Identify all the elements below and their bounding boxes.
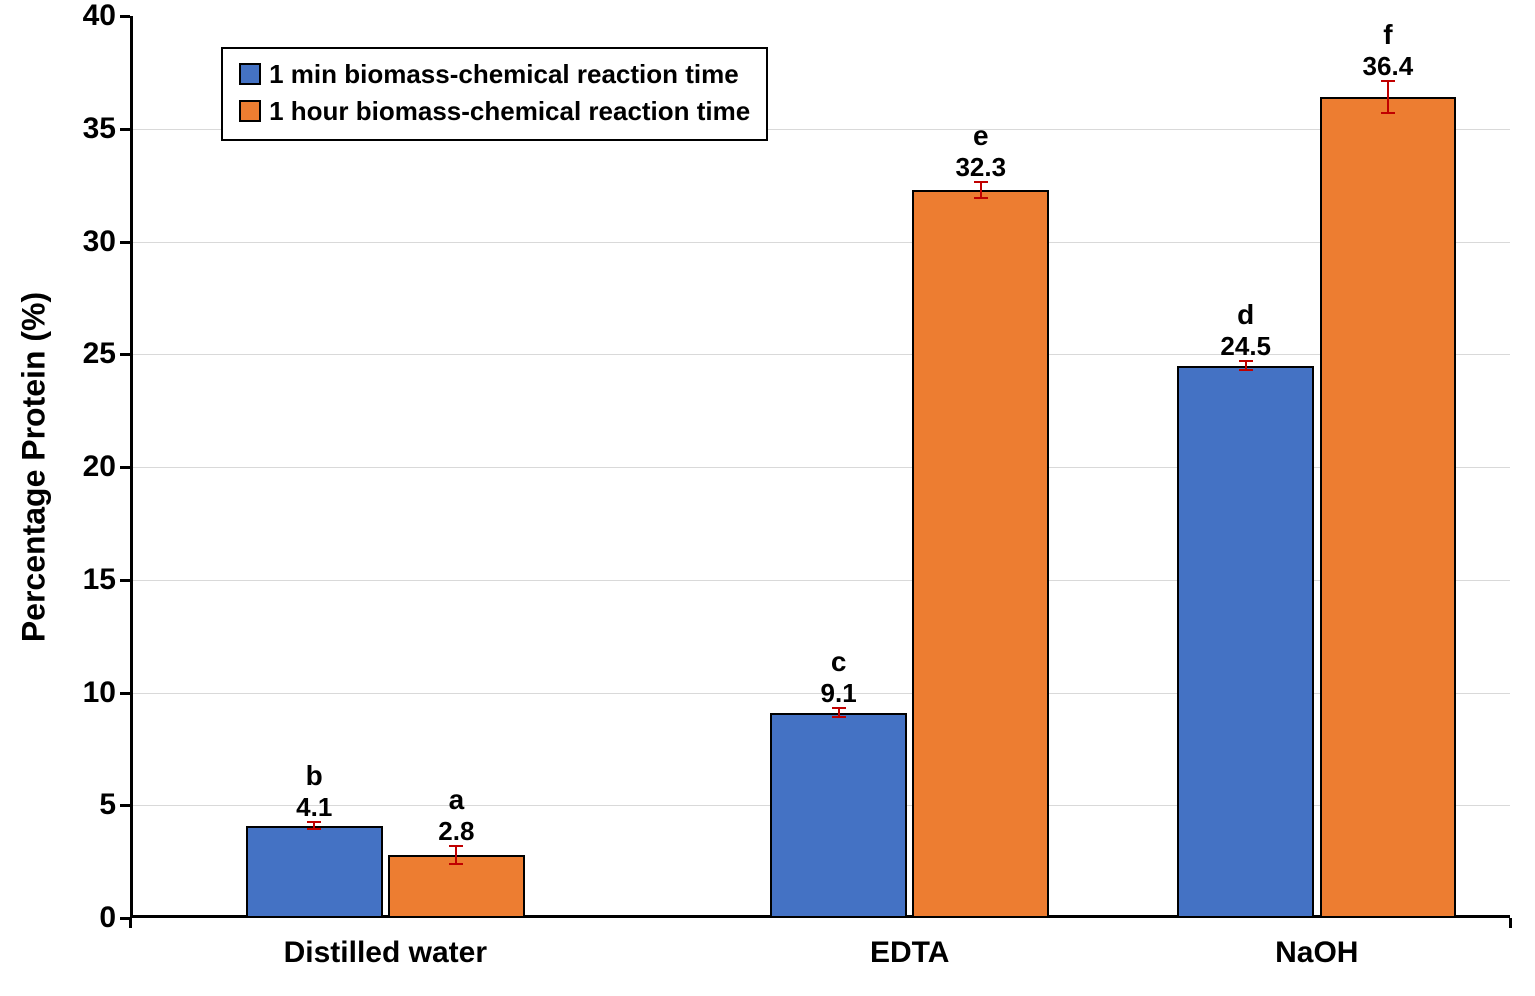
bar [770, 713, 907, 918]
error-bar-cap [974, 197, 988, 199]
plot-area: 0510152025303540Distilled waterEDTANaOH4… [130, 16, 1510, 918]
bar-significance-letter: b [306, 760, 323, 792]
x-category-label: Distilled water [284, 918, 487, 970]
y-tick-label: 25 [83, 337, 130, 371]
bar-significance-letter: f [1383, 19, 1392, 51]
bar-significance-letter: c [831, 646, 847, 678]
legend-item: 1 hour biomass-chemical reaction time [239, 96, 750, 127]
y-tick-label: 40 [83, 0, 130, 33]
bar [912, 190, 1049, 918]
x-category-label: EDTA [870, 918, 949, 970]
gridline [130, 242, 1510, 243]
legend-swatch [239, 100, 261, 122]
bar-value-label: 32.3 [955, 152, 1006, 183]
bar-significance-letter: d [1237, 299, 1254, 331]
x-tick-mark [1509, 918, 1512, 928]
y-tick-label: 10 [83, 676, 130, 710]
y-tick-label: 20 [83, 450, 130, 484]
bar-value-label: 4.1 [296, 792, 332, 823]
legend: 1 min biomass-chemical reaction time 1 ho… [221, 47, 768, 141]
bar [1177, 366, 1314, 918]
gridline [130, 354, 1510, 355]
bar-value-label: 36.4 [1363, 51, 1414, 82]
legend-item: 1 min biomass-chemical reaction time [239, 59, 750, 90]
x-tick-mark [129, 918, 132, 928]
bar-value-label: 9.1 [821, 678, 857, 709]
y-tick-label: 0 [99, 901, 130, 935]
error-bar-cap [1239, 369, 1253, 371]
error-bar-cap [307, 828, 321, 830]
y-tick-label: 15 [83, 563, 130, 597]
bar-significance-letter: e [973, 120, 989, 152]
error-bar-cap [1381, 112, 1395, 114]
y-axis-title: Percentage Protein (%) [16, 292, 53, 642]
legend-swatch [239, 63, 261, 85]
legend-label: 1 hour biomass-chemical reaction time [269, 96, 750, 127]
x-category-label: NaOH [1275, 918, 1358, 970]
bar [1320, 97, 1457, 918]
y-tick-label: 35 [83, 112, 130, 146]
error-bar-cap [832, 716, 846, 718]
bar [246, 826, 383, 918]
error-bar [1387, 81, 1389, 113]
y-tick-label: 5 [99, 788, 130, 822]
bar-value-label: 2.8 [438, 816, 474, 847]
error-bar-cap [449, 863, 463, 865]
bar-value-label: 24.5 [1220, 331, 1271, 362]
y-axis-line [130, 16, 133, 918]
legend-label: 1 min biomass-chemical reaction time [269, 59, 739, 90]
error-bar [455, 846, 457, 864]
error-bar [980, 182, 982, 198]
y-tick-label: 30 [83, 225, 130, 259]
protein-bar-chart: 0 5 10 15 20 25 30 35 40 Distilled water EDTA NaOH 4… [0, 0, 1535, 996]
bar-significance-letter: a [449, 784, 465, 816]
